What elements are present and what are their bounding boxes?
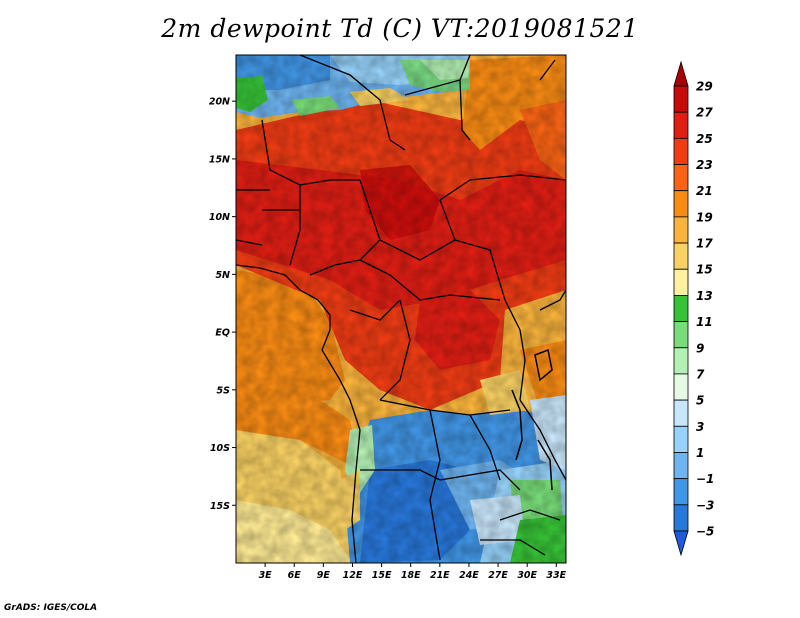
- colorbar-swatch: [673, 347, 689, 375]
- colorbar-level-label: −1: [696, 472, 714, 486]
- x-tick-label: 9E: [317, 570, 331, 581]
- y-tick-label: 10S: [210, 443, 230, 454]
- colorbar-swatch: [673, 321, 689, 349]
- colorbar-swatch: [673, 373, 689, 401]
- colorbar-swatch: [673, 478, 689, 506]
- colorbar-level-label: 15: [696, 263, 713, 277]
- map-frame: [235, 54, 567, 564]
- x-axis-ticks: 3E 6E 9E 12E 15E 18E 21E 24E 27E 30E 33E: [259, 563, 567, 581]
- y-tick-label: 5N: [215, 270, 230, 281]
- colorbar-level-label: 1: [696, 446, 704, 460]
- x-tick-label: 18E: [401, 570, 421, 581]
- colorbar-level-label: 13: [696, 289, 713, 303]
- y-tick-label: 20N: [209, 97, 230, 108]
- colorbar-swatch: [673, 60, 689, 87]
- colorbar-swatch: [673, 452, 689, 480]
- y-tick-label: 5S: [217, 385, 231, 396]
- x-tick-label: 21E: [430, 570, 450, 581]
- colorbar-level-label: 11: [696, 315, 713, 329]
- colorbar-swatch: [673, 504, 689, 532]
- y-tick-label: 15N: [209, 154, 230, 165]
- colorbar-level-label: −3: [696, 498, 714, 512]
- colorbar-level-label: 17: [696, 237, 713, 251]
- x-tick-label: 3E: [259, 570, 273, 581]
- x-tick-label: 27E: [488, 570, 508, 581]
- colorbar-level-label: 25: [696, 132, 713, 146]
- colorbar-swatch: [673, 137, 689, 165]
- colorbar-level-label: 27: [696, 106, 713, 120]
- x-tick-label: 24E: [459, 570, 479, 581]
- y-tick-label: EQ: [215, 328, 230, 339]
- colorbar-level-label: 5: [696, 394, 704, 408]
- footer-credit: GrADS: IGES/COLA: [4, 603, 98, 613]
- colorbar-level-label: −5: [696, 525, 714, 539]
- colorbar: 29 27 25 23 21 19 17 15 13 11 9 7 5 3 1 −1 −3 −5: [673, 60, 714, 557]
- colorbar-level-label: 21: [696, 184, 713, 198]
- colorbar-level-label: 7: [696, 367, 705, 381]
- colorbar-level-label: 9: [696, 341, 704, 355]
- colorbar-level-label: 19: [696, 210, 713, 224]
- colorbar-swatch: [673, 216, 689, 244]
- x-tick-label: 33E: [546, 570, 566, 581]
- colorbar-level-label: 3: [696, 420, 704, 434]
- colorbar-swatch: [673, 295, 689, 322]
- y-tick-label: 15S: [210, 501, 230, 512]
- colorbar-swatch: [673, 425, 689, 453]
- colorbar-swatch: [673, 268, 689, 296]
- x-tick-label: 12E: [343, 570, 363, 581]
- colorbar-swatch: [673, 164, 689, 192]
- colorbar-swatch: [673, 190, 689, 218]
- map-title: 2m dewpoint Td (C) VT:2019081521: [161, 14, 639, 43]
- colorbar-swatch: [673, 399, 689, 427]
- colorbar-level-label: 23: [696, 158, 713, 172]
- dewpoint-field: [236, 55, 566, 563]
- colorbar-level-label: 29: [696, 80, 713, 94]
- x-tick-label: 30E: [517, 570, 537, 581]
- y-axis-ticks: 20N 15N 10N 5N EQ 5S 10S 15S: [209, 97, 236, 512]
- lakes: [511, 348, 553, 491]
- x-tick-label: 6E: [288, 570, 302, 581]
- country-borders: [236, 55, 566, 563]
- colorbar-swatch: [673, 242, 689, 270]
- colorbar-swatch: [673, 85, 689, 113]
- colorbar-swatch: [673, 530, 689, 557]
- colorbar-swatch: [673, 111, 689, 139]
- x-tick-label: 15E: [372, 570, 392, 581]
- y-tick-label: 10N: [209, 212, 230, 223]
